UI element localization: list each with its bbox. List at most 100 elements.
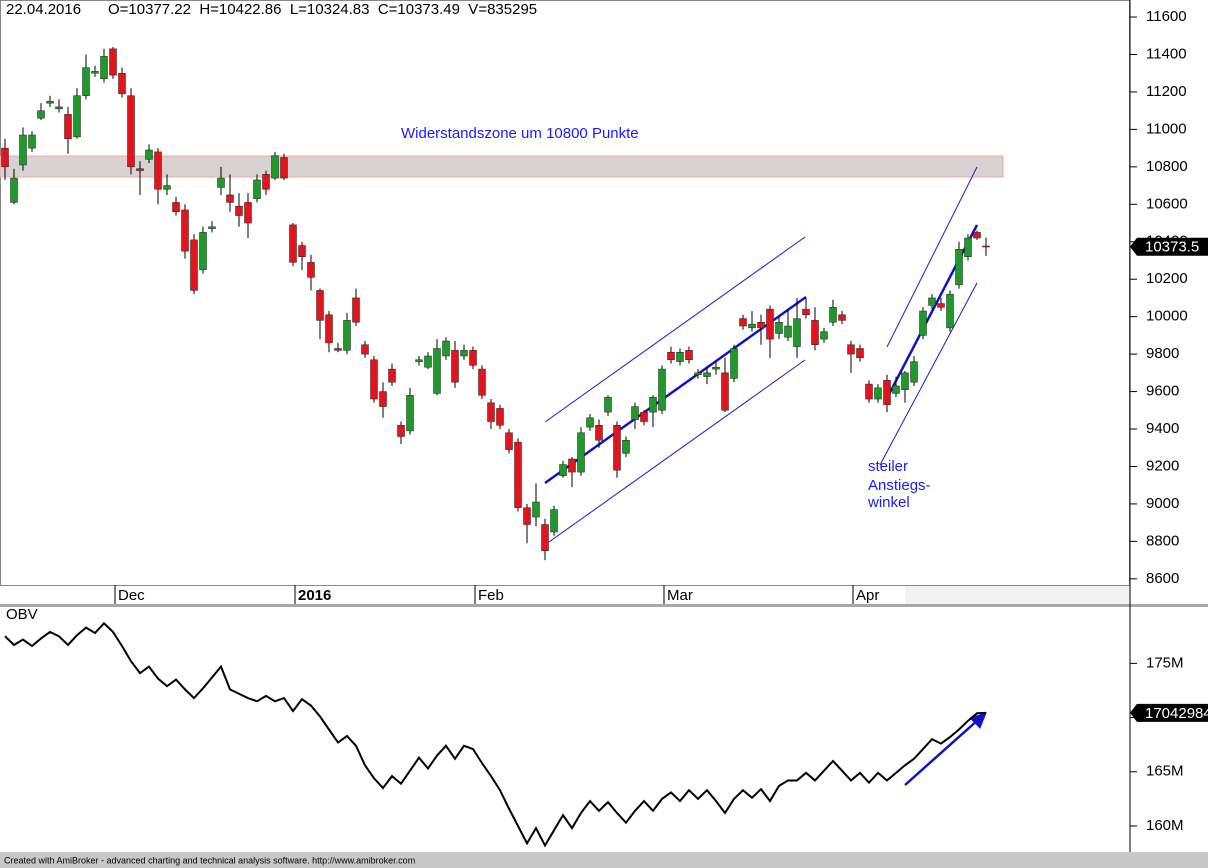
candle-body (919, 310, 927, 336)
candle-body (586, 417, 594, 428)
candle-body (325, 314, 333, 344)
candle-body (937, 303, 945, 308)
candle-body (892, 385, 900, 394)
y-tick-label: 10200 (1146, 270, 1188, 287)
candle-body (721, 372, 729, 411)
footer-text: Created with AmiBroker - advanced charti… (4, 855, 415, 865)
x-tick-label: Dec (118, 587, 145, 604)
candle-body (451, 350, 459, 383)
candle-body (523, 507, 531, 525)
footer-bar (0, 852, 1208, 868)
x-tick-label: Apr (856, 587, 879, 604)
date-strip (0, 586, 1130, 604)
candle-body (739, 318, 747, 327)
candle-body (316, 290, 324, 321)
y-tick-label: 10800 (1146, 158, 1188, 175)
y-tick-label: 11400 (1146, 45, 1187, 62)
candle-body (415, 359, 423, 362)
candle-body (352, 297, 360, 323)
value-tag: 10373.5 (1145, 239, 1199, 256)
y-tick-label: 11200 (1146, 83, 1187, 100)
annotation: winkel (867, 494, 910, 511)
obv-line (4, 621, 987, 848)
y-tick-label: 9000 (1146, 495, 1179, 512)
candle-body (460, 350, 468, 357)
candle-body (910, 361, 918, 383)
annotation: Widerstandszone um 10800 Punkte (401, 125, 639, 142)
candle-body (163, 185, 171, 190)
candle-body (820, 331, 828, 340)
candle-body (289, 224, 297, 263)
candle-body (46, 101, 54, 104)
candle-body (10, 177, 18, 203)
candle-body (190, 239, 198, 291)
candle-body (541, 524, 549, 551)
annotation: Anstiegs- (868, 477, 931, 494)
candle-body (694, 372, 702, 375)
candle-body (559, 464, 567, 477)
obv-title: OBV (6, 606, 38, 623)
y-tick-label: 11000 (1146, 120, 1187, 137)
candle-body (748, 323, 756, 329)
candle-body (1, 147, 9, 168)
panel-separator (0, 604, 1208, 607)
candle-body (577, 432, 585, 473)
y-tick-label: 9200 (1146, 457, 1179, 474)
y-tick-label: 11600 (1146, 8, 1187, 25)
y-tick-label: 10600 (1146, 195, 1188, 212)
y-tick-label: 175M (1146, 654, 1184, 671)
candle-body (550, 509, 558, 533)
value-tag: 17042984 (1145, 705, 1208, 722)
y-tick-label: 9400 (1146, 420, 1179, 437)
candle-body (802, 308, 810, 316)
y-tick-label: 8600 (1146, 570, 1179, 587)
candle-body (982, 245, 990, 248)
candle-body (640, 411, 648, 422)
candle-body (478, 368, 486, 396)
x-tick-label: 2016 (298, 587, 331, 604)
candle-body (181, 209, 189, 252)
trend-lines (544, 166, 987, 786)
candle-body (496, 408, 504, 426)
candle-body (928, 297, 936, 306)
header-values: O=10377.22 H=10422.86 L=10324.83 C=10373… (108, 1, 537, 18)
candle-body (712, 366, 720, 370)
candle-body (55, 106, 63, 110)
value-tag-box (1130, 237, 1208, 256)
candle-body (118, 72, 126, 95)
candle-body (955, 248, 963, 286)
candle-body (271, 155, 279, 179)
candle-body (145, 149, 153, 160)
candle-body (37, 110, 45, 119)
x-tick-label: Mar (667, 587, 693, 604)
candle-body (226, 194, 234, 203)
candle-body (298, 245, 306, 257)
candle-body (469, 350, 477, 366)
candle-body (388, 368, 396, 383)
candle-body (856, 348, 864, 359)
date-strip-end (905, 586, 1130, 604)
candle-body (595, 425, 603, 441)
candle-body (217, 177, 225, 188)
candle-body (883, 380, 891, 405)
candle-body (433, 348, 441, 394)
candle-body (253, 179, 261, 199)
candle-body (334, 348, 342, 351)
candle-body (487, 402, 495, 422)
candle-body (703, 372, 711, 377)
candle-body (631, 406, 639, 420)
candle-body (28, 134, 36, 149)
candle-body (307, 262, 315, 278)
candle-body (622, 439, 630, 454)
candle-body (379, 391, 387, 407)
candle-body (793, 318, 801, 347)
candle-body (19, 134, 27, 166)
candle-body (262, 174, 270, 190)
candle-body (847, 344, 855, 355)
candle-body (406, 395, 414, 432)
annotation: steiler (868, 458, 908, 475)
candle-body (244, 202, 252, 224)
candle-body (829, 307, 837, 323)
